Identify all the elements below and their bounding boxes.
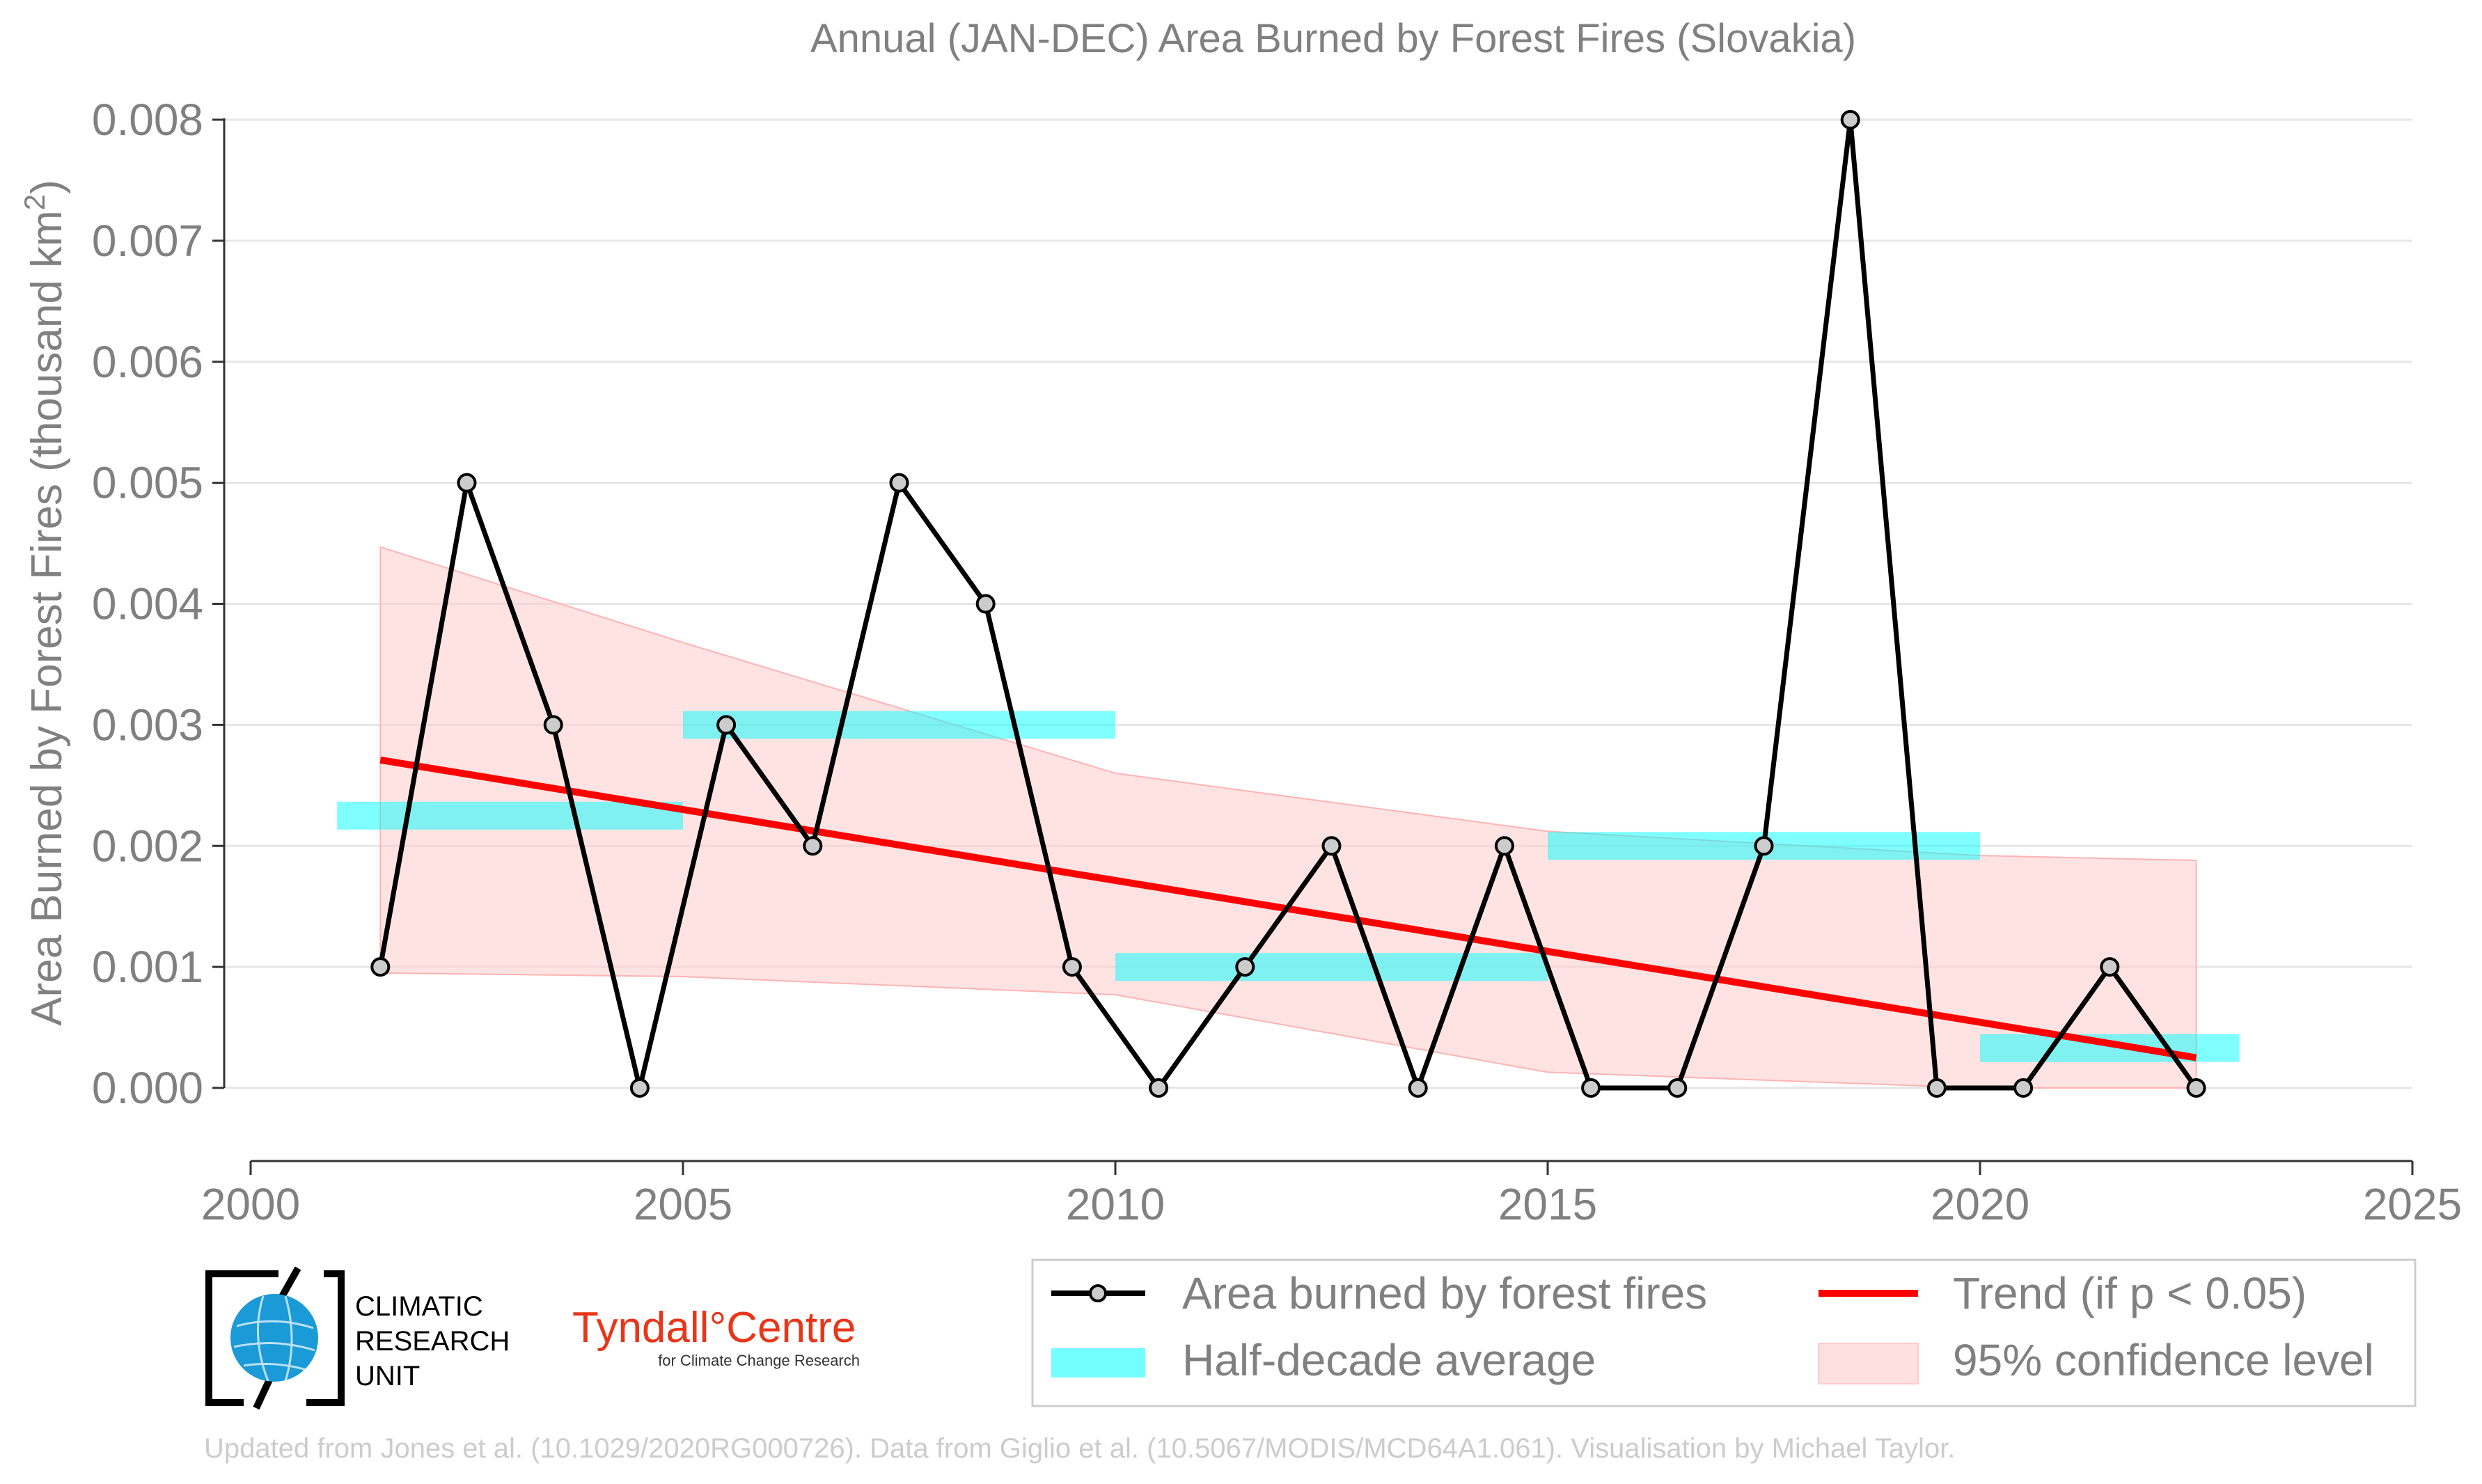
x-ticks: 2000 2005 2010 2015 2020 2025	[201, 1161, 2462, 1229]
data-point	[1321, 836, 1342, 856]
legend-series-label: Area burned by forest fires	[1182, 1268, 1707, 1318]
x-tick-label: 2015	[1498, 1179, 1597, 1229]
data-point	[2013, 1078, 2034, 1098]
half-decade-bar	[683, 711, 1115, 739]
y-axis-label-main: Area Burned by Forest Fires (thousand km	[23, 210, 71, 1026]
cru-logo-slash-bottom	[253, 1376, 274, 1410]
data-point	[2186, 1078, 2206, 1098]
cru-logo: CLIMATIC RESEARCH UNIT	[205, 1266, 510, 1410]
data-point	[2100, 957, 2120, 977]
tyndall-subtitle: for Climate Change Research	[658, 1352, 860, 1369]
y-tick-label: 0.008	[92, 95, 203, 145]
y-tick-label: 0.006	[92, 337, 203, 387]
y-tick-label: 0.007	[92, 216, 203, 266]
data-point	[1754, 836, 1774, 856]
y-axis-label-end: )	[23, 180, 71, 194]
data-point	[370, 957, 391, 977]
legend: Area burned by forest fires Half-decade …	[1031, 1258, 2417, 1407]
half-decade-bar	[337, 801, 683, 830]
chart-title: Annual (JAN-DEC) Area Burned by Forest F…	[810, 16, 1856, 61]
data-point	[1926, 1078, 1947, 1098]
legend-trend-label: Trend (if p < 0.05)	[1953, 1268, 2307, 1318]
data-point	[1408, 1078, 1428, 1098]
data-point	[629, 1078, 650, 1098]
data-point	[1494, 836, 1514, 856]
cru-line-3: UNIT	[355, 1361, 420, 1391]
series-layer	[370, 110, 2206, 1098]
data-point	[716, 715, 737, 735]
half-decade-bar	[1980, 1034, 2240, 1062]
cru-logo-frame	[205, 1270, 345, 1406]
x-tick-label: 2020	[1931, 1179, 2029, 1229]
x-tick-label: 2005	[634, 1179, 732, 1229]
tyndall-logo: Tyndall°Centre for Climate Change Resear…	[572, 1304, 860, 1369]
legend-confidence-swatch	[1818, 1343, 1919, 1384]
y-tick-label: 0.002	[92, 821, 203, 871]
series-line	[377, 117, 2199, 1091]
cru-line-2: RESEARCH	[355, 1326, 510, 1357]
data-point	[1581, 1078, 1601, 1098]
data-point	[1149, 1078, 1169, 1098]
x-tick-label: 2010	[1066, 1179, 1165, 1229]
legend-box	[1031, 1258, 2417, 1407]
y-tick-label: 0.004	[92, 579, 203, 629]
legend-confidence-label: 95% confidence level	[1953, 1335, 2374, 1385]
y-tick-label: 0.000	[92, 1063, 203, 1113]
data-point	[803, 836, 823, 856]
tyndall-name: Tyndall°Centre	[572, 1304, 856, 1352]
x-tick-label: 2000	[201, 1179, 300, 1229]
legend-series-marker	[1089, 1284, 1107, 1302]
data-point	[1667, 1078, 1688, 1098]
y-tick-label: 0.001	[92, 942, 203, 992]
data-point	[1062, 957, 1082, 977]
data-point	[889, 473, 909, 493]
y-axis-label-sup: 2	[18, 194, 51, 210]
globe-icon-lines	[233, 1295, 315, 1382]
cru-line-1: CLIMATIC	[355, 1291, 483, 1322]
y-ticks: 0.000 0.001 0.002 0.003 0.004 0.005 0.006 0.007…	[92, 95, 224, 1113]
globe-icon	[230, 1294, 318, 1382]
data-point	[1235, 957, 1255, 977]
data-point	[543, 715, 563, 735]
y-axis-label: Area Burned by Forest Fires (thousand km…	[18, 180, 71, 1026]
legend-half-decade-swatch	[1051, 1348, 1145, 1378]
x-tick-label: 2025	[2363, 1179, 2462, 1229]
footer-credit: Updated from Jones et al. (10.1029/2020R…	[204, 1433, 1955, 1464]
data-point	[975, 594, 996, 614]
y-tick-label: 0.003	[92, 700, 203, 750]
half-decade-bar	[1115, 953, 1548, 981]
y-tick-label: 0.005	[92, 458, 203, 508]
data-point	[1840, 110, 1860, 129]
legend-half-decade-label: Half-decade average	[1182, 1335, 1596, 1385]
data-point	[457, 473, 477, 493]
